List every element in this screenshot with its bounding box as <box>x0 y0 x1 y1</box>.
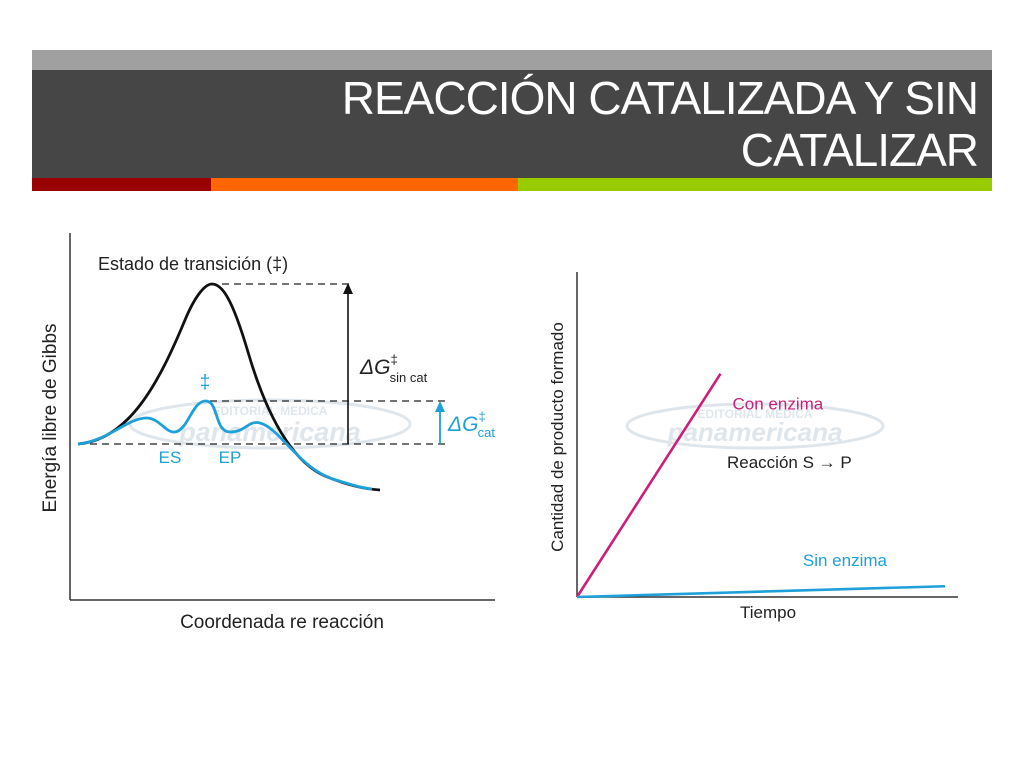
accent-color-strip <box>32 178 992 191</box>
strip-orange <box>211 178 518 191</box>
delta-g-uncat-sub: sin cat <box>390 370 428 385</box>
product-watermark-line-2: panamericana <box>667 417 843 447</box>
es-label: ES <box>159 448 182 467</box>
reaction-annotation: Reacción S → P <box>727 453 852 472</box>
title-band: REACCIÓN CATALIZADA Y SIN CATALIZAR <box>32 70 992 178</box>
energy-x-axis-label: Coordenada re reacción <box>180 612 384 633</box>
series-line-con-enzima <box>575 373 722 598</box>
delta-g-uncat-label: ΔG‡ sin cat <box>359 352 428 385</box>
title-band-top <box>32 50 992 70</box>
strip-green <box>518 178 992 191</box>
product-x-axis-label: Tiempo <box>740 603 796 622</box>
transition-state-label: Estado de transición (‡) <box>98 254 288 274</box>
product-y-axis-label: Cantidad de producto formado <box>548 322 567 552</box>
slide-title-line-1: REACCIÓN CATALIZADA Y SIN <box>341 72 979 124</box>
delta-g-cat-sub: cat <box>478 425 496 440</box>
series-label-con-enzima: Con enzima <box>733 395 824 414</box>
series-label-sin-enzima: Sin enzima <box>803 551 888 570</box>
slide-title-line-2: CATALIZAR <box>740 124 979 176</box>
series-line-sin-enzima <box>576 584 946 599</box>
product-watermark-line-1: EDITORIAL MEDICA <box>698 407 813 421</box>
ep-label: EP <box>219 448 242 467</box>
delta-g-uncat-arrowhead <box>343 283 353 294</box>
strip-red <box>32 178 211 191</box>
delta-g-uncat-symbol: ΔG <box>359 356 390 379</box>
energy-diagram: EDITORIAL MEDICA panamericana Estado de … <box>40 233 495 633</box>
product-watermark: EDITORIAL MEDICA panamericana <box>625 402 885 450</box>
energy-y-axis-label: Energía libre de Gibbs <box>40 323 61 512</box>
product-series-group: Con enzima Sin enzima <box>575 373 946 599</box>
energy-watermark-line-2: panamericana <box>178 417 361 447</box>
delta-g-cat-sup: ‡ <box>478 409 485 424</box>
delta-g-cat-label: ΔG‡ cat <box>447 409 495 440</box>
delta-g-uncat-sup: ‡ <box>390 352 397 367</box>
delta-g-cat-arrowhead <box>435 401 445 412</box>
energy-watermark: EDITORIAL MEDICA panamericana <box>128 398 412 450</box>
catalyzed-dagger-label: ‡ <box>200 372 211 393</box>
slide-title: REACCIÓN CATALIZADA Y SIN CATALIZAR <box>218 72 979 176</box>
catalyzed-energy-curve <box>77 399 373 491</box>
delta-g-cat-symbol: ΔG <box>447 413 478 436</box>
product-chart: EDITORIAL MEDICA panamericana Con enzima… <box>548 272 958 622</box>
